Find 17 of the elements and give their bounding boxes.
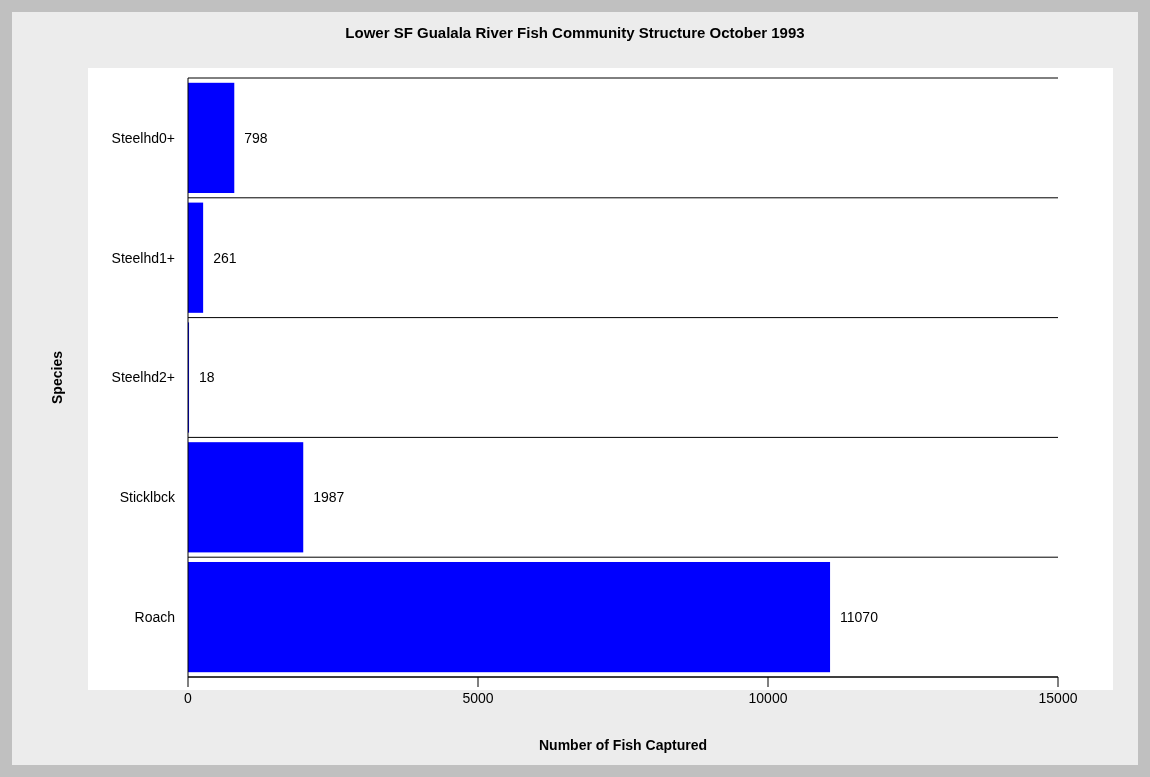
chart-title: Lower SF Gualala River Fish Community Structure October 1993 [345,24,805,41]
y-tick-label: Sticklbck [119,489,176,506]
x-tick-label: 15000 [1038,690,1078,706]
y-tick-label: Roach [134,609,175,625]
y-axis-title: Species [49,350,65,404]
x-axis-title: Number of Fish Captured [538,737,708,753]
x-tick-label: 0 [184,690,193,706]
data-label: 18 [199,369,215,386]
data-label: 261 [213,249,237,266]
y-tick-label: Steelhd2+ [111,369,175,386]
data-label: 1987 [313,489,345,506]
data-label: 11070 [840,609,879,625]
x-tick-label: 10000 [748,690,788,706]
data-label: 798 [244,129,268,146]
y-tick-label: Steelhd1+ [111,249,175,266]
y-tick-label: Steelhd0+ [111,129,175,146]
x-tick-label: 5000 [462,690,494,706]
